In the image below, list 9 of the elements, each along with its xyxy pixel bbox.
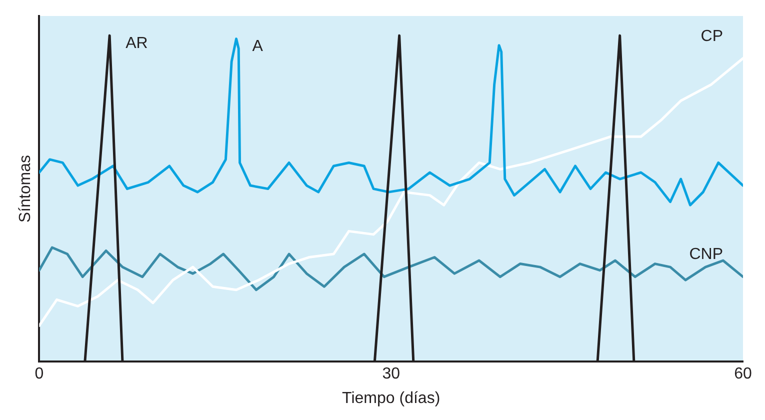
series-label: AR [126, 34, 148, 52]
series-label: CNP [689, 246, 723, 264]
x-axis-title: Tiempo (días) [342, 390, 440, 407]
y-axis-title: Síntomas [17, 155, 34, 223]
x-tick-label: 0 [34, 366, 44, 383]
series-label: CP [700, 28, 723, 45]
series-label: A [252, 38, 264, 56]
x-tick-label: 60 [734, 366, 752, 383]
x-tick-label: 30 [382, 366, 400, 383]
